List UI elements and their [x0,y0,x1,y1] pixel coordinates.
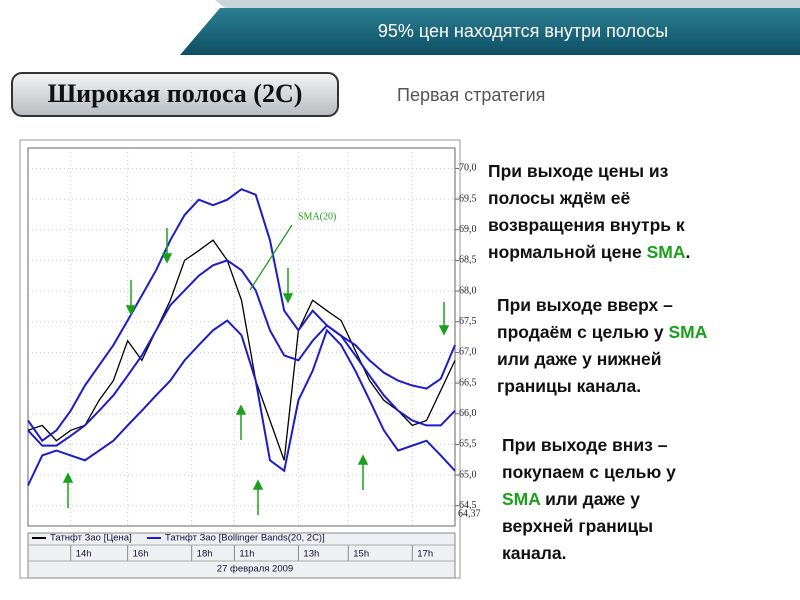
band-upper [27,188,456,443]
time-panel [27,532,456,579]
y-tick-label: 65,0 [459,469,477,480]
price-line [27,239,456,461]
paragraph-line: полосы ждём её [488,188,630,208]
legend-label: Татнфт Зао [Цена] [50,533,132,544]
y-tick-label: 68,5 [459,255,477,266]
y-tick-label: 70,0 [459,163,477,174]
title-box [11,72,339,117]
x-tick-label: 11h [239,549,254,560]
y-tick-label: 67,0 [459,347,477,358]
x-tick-label: 16h [133,549,149,560]
subtitle: Первая стратегия [397,85,545,105]
text-layer: При выходе цены из полосы ждём её возвраще… [488,161,708,563]
text-segment: верхней границы [502,516,653,536]
chart: 64,5 65,0 65,5 66,0 66,5 67,0 67,5 68,0 68,5 69,0… [27,148,481,575]
paragraph-line: или даже у нижней [497,349,662,369]
paragraph-line: возвращения внутрь к [488,215,685,235]
text-segment: границы канала. [497,376,641,396]
x-tick-label: 17h [417,549,433,560]
text-segment: полосы ждём её [488,188,630,208]
paragraph-line: продаём с целью у SMA [497,322,708,342]
annotation-pointer [249,224,293,291]
y-tick-label: 65,5 [459,439,477,450]
y-tick-label: 69,5 [459,193,477,204]
arrows [62,228,450,515]
highlight-text: SMA [502,489,541,509]
plot-frame [27,147,456,527]
y-tick-label: 66,0 [459,408,477,419]
text-segment: . [685,242,690,262]
y-tick-label: 66,5 [459,377,477,388]
x-tick-label: 13h [303,549,319,560]
text-segment: продаём с целью у [497,322,668,342]
banner [180,8,800,55]
text-segment: канала. [502,543,567,563]
paragraph-line: SMA или даже у [502,489,640,509]
highlight-text: SMA [668,322,707,342]
band-lower [27,319,456,486]
paragraph-line: При выходе вверх – [497,295,673,315]
banner-accent [215,0,800,8]
y-tick-label: 64,5 [459,500,477,511]
x-tick-label: 15h [353,549,369,560]
paragraph-line: границы канала. [497,376,641,396]
text-segment: возвращения внутрь к [488,215,685,235]
text-segment: или даже у [540,489,640,509]
paragraph-line: нормальной цене SMA. [488,242,690,262]
text-segment: При выходе цены из [488,161,669,181]
title: Широкая полоса (2С) [48,79,303,108]
y-tick-label: 67,5 [459,316,477,327]
text-segment: или даже у нижней [497,349,662,369]
y-tick-label: 68,0 [459,285,477,296]
paragraph-line: При выходе вниз – [502,435,668,455]
text-segment: нормальной цене [488,242,647,262]
x-tick-label: 18h [197,549,213,560]
x-tick-label: 14h [76,549,92,560]
price-label: 64,37 [458,508,481,519]
annotation: SMA(20) [298,211,336,222]
paragraph-line: верхней границы [502,516,653,536]
text-segment: При выходе вверх – [497,295,673,315]
text-segment: покупаем с целью у [502,462,676,482]
text-segment: При выходе вниз – [502,435,668,455]
highlight-text: SMA [647,242,686,262]
date-label: 27 февраля 2009 [217,564,293,575]
paragraph-line: покупаем с целью у [502,462,676,482]
legend-label: Татнфт Зао [Bollinger Bands(20, 2C)] [165,533,325,544]
header: 95% цен находятся внутри полосы [378,21,668,41]
chart-frame [19,139,461,579]
paragraph-line: канала. [502,543,567,563]
y-tick-label: 69,0 [459,224,477,235]
paragraph-line: При выходе цены из [488,161,669,181]
band-middle [27,259,456,447]
